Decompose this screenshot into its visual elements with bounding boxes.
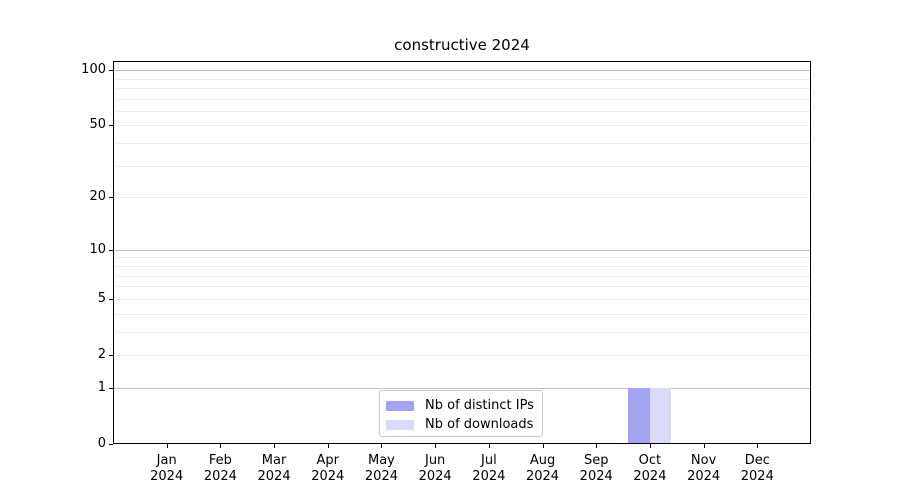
y-tick-mark [109, 249, 113, 251]
legend-label-distinct-ips: Nb of distinct IPs [425, 397, 534, 413]
plot-area [113, 61, 811, 444]
gridline-minor [113, 110, 811, 112]
gridline-minor [113, 298, 811, 300]
y-tick-label: 5 [97, 290, 106, 306]
x-tick-label: Mar 2024 [257, 453, 291, 484]
x-tick-mark [488, 444, 490, 448]
gridline-minor [113, 286, 811, 288]
legend-item-distinct-ips: Nb of distinct IPs [386, 396, 542, 415]
x-tick-label: Nov 2024 [687, 453, 721, 484]
y-tick-mark [109, 444, 113, 445]
gridline-major [113, 387, 811, 389]
gridline-minor [113, 265, 811, 267]
x-tick-label: May 2024 [364, 453, 398, 484]
x-tick-label: Jun 2024 [418, 453, 452, 484]
gridline-major [113, 70, 811, 72]
gridline-minor [113, 165, 811, 167]
bar-downloads-oct [649, 387, 672, 444]
legend-label-downloads: Nb of downloads [425, 416, 534, 432]
x-tick-mark [435, 444, 437, 448]
x-tick-label: Oct 2024 [633, 453, 667, 484]
y-tick-mark [109, 354, 113, 356]
x-tick-mark [757, 444, 759, 448]
x-tick-mark [703, 444, 705, 448]
gridline-minor [113, 257, 811, 259]
bar-distinct-ips-oct [628, 387, 650, 444]
y-tick-label: 2 [97, 346, 106, 362]
gridline-minor [113, 275, 811, 277]
x-tick-mark [596, 444, 598, 448]
gridline-minor [113, 331, 811, 333]
gridline-minor [113, 354, 811, 356]
y-tick-label: 20 [89, 189, 106, 205]
x-tick-mark [220, 444, 222, 448]
y-tick-label: 1 [97, 379, 106, 395]
y-tick-label: 100 [81, 62, 106, 78]
x-tick-mark [166, 444, 168, 448]
legend-swatch-downloads-icon [386, 419, 414, 430]
x-tick-label: Sep 2024 [579, 453, 613, 484]
gridline-minor [113, 143, 811, 145]
x-tick-mark [649, 444, 651, 448]
gridline-minor [113, 98, 811, 100]
y-tick-mark [109, 387, 113, 389]
y-tick-label: 10 [89, 241, 106, 257]
x-tick-label: Aug 2024 [525, 453, 560, 484]
x-tick-label: Jan 2024 [150, 453, 184, 484]
y-tick-mark [109, 125, 113, 127]
chart-title: constructive 2024 [394, 36, 530, 54]
gridline-minor [113, 78, 811, 80]
gridline-minor [113, 197, 811, 199]
x-tick-label: Apr 2024 [311, 453, 345, 484]
x-tick-mark [327, 444, 329, 448]
x-tick-mark [274, 444, 276, 448]
y-tick-mark [109, 298, 113, 300]
legend-item-downloads: Nb of downloads [386, 415, 542, 434]
y-tick-label: 50 [89, 117, 106, 133]
gridline-minor [113, 125, 811, 127]
x-tick-mark [542, 444, 544, 448]
x-tick-label: Feb 2024 [203, 453, 237, 484]
y-tick-mark [109, 70, 113, 72]
x-tick-label: Jul 2024 [472, 453, 506, 484]
gridline-minor [113, 87, 811, 89]
x-tick-mark [381, 444, 383, 448]
gridline-major [113, 249, 811, 251]
y-tick-label: 0 [97, 436, 106, 451]
legend-swatch-distinct-ips-icon [386, 400, 414, 411]
x-tick-label: Dec 2024 [740, 453, 774, 484]
y-tick-mark [109, 197, 113, 199]
legend: Nb of distinct IPs Nb of downloads [379, 390, 543, 437]
gridline-minor [113, 313, 811, 315]
